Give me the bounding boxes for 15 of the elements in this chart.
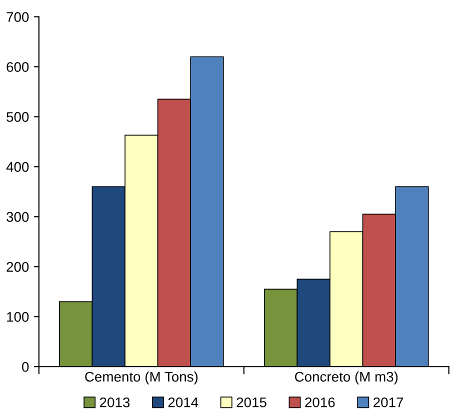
x-tick-label: Cemento (M Tons)	[85, 371, 198, 384]
y-tick-label: 500	[6, 112, 29, 122]
legend-label: 2017	[374, 397, 404, 408]
y-tick-label: 300	[6, 212, 29, 222]
y-tick-label: 0	[22, 362, 29, 372]
legend-label: 2015	[236, 397, 266, 408]
x-tick-label: Concreto (M m3)	[294, 371, 398, 384]
y-tick-label: 600	[6, 62, 29, 72]
y-tick-label: 700	[6, 12, 29, 22]
legend-label: 2013	[100, 397, 130, 408]
legend-label: 2016	[305, 397, 335, 408]
y-tick-label: 200	[6, 262, 29, 272]
y-tick-label: 100	[7, 312, 29, 322]
y-tick-label: 400	[6, 162, 29, 172]
legend-label: 2014	[168, 397, 198, 408]
